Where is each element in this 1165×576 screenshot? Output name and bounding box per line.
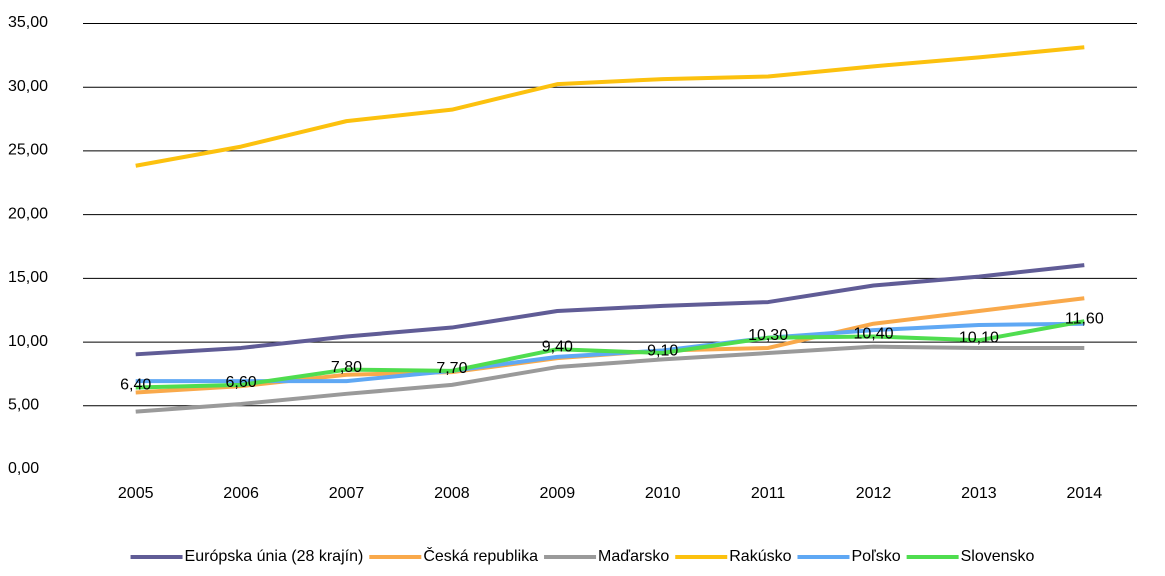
legend-label: Európska únia (28 krajín) <box>185 548 364 565</box>
y-tick-label: 25,00 <box>8 142 48 159</box>
legend-label: Česká republika <box>423 546 538 565</box>
legend: Európska únia (28 krajín) Česká republika… <box>130 546 1035 565</box>
x-tick-label: 2008 <box>434 485 470 502</box>
x-tick-label: 2009 <box>540 485 576 502</box>
data-label: 11,60 <box>1065 310 1104 327</box>
y-tick-label: 15,00 <box>8 269 48 286</box>
y-tick-label: 0,00 <box>8 460 39 477</box>
y-tick-label: 5,00 <box>8 397 39 414</box>
series-line <box>135 45 1085 168</box>
data-label: 10,10 <box>959 330 999 347</box>
x-tick-label: 2013 <box>961 485 997 502</box>
series-line <box>135 321 1085 384</box>
data-label: 6,40 <box>120 377 151 394</box>
data-label: 9,10 <box>647 342 678 359</box>
x-tick-label: 2007 <box>329 485 365 502</box>
y-tick-label: 30,00 <box>8 78 48 95</box>
series-line <box>135 319 1085 390</box>
data-label: 9,40 <box>542 338 573 355</box>
series-line <box>135 344 1085 414</box>
legend-label: Slovensko <box>961 548 1035 565</box>
y-tick-label: 10,00 <box>8 333 48 350</box>
data-label: 10,40 <box>853 326 893 343</box>
y-tick-label: 35,00 <box>8 14 48 31</box>
data-label: 7,80 <box>331 359 362 376</box>
y-tick-label: 20,00 <box>8 205 48 222</box>
legend-label: Maďarsko <box>598 548 669 565</box>
data-label: 7,70 <box>436 360 467 377</box>
data-label: 10,30 <box>748 327 788 344</box>
x-tick-label: 2010 <box>645 485 681 502</box>
series-line <box>135 263 1085 357</box>
x-tick-label: 2014 <box>1067 485 1103 502</box>
x-tick-label: 2012 <box>856 485 892 502</box>
legend-label: Rakúsko <box>729 548 791 565</box>
x-tick-label: 2005 <box>118 485 154 502</box>
legend-label: Poľsko <box>851 548 900 565</box>
x-tick-label: 2011 <box>751 485 786 502</box>
data-label: 6,60 <box>226 374 257 391</box>
x-tick-label: 2006 <box>223 485 259 502</box>
